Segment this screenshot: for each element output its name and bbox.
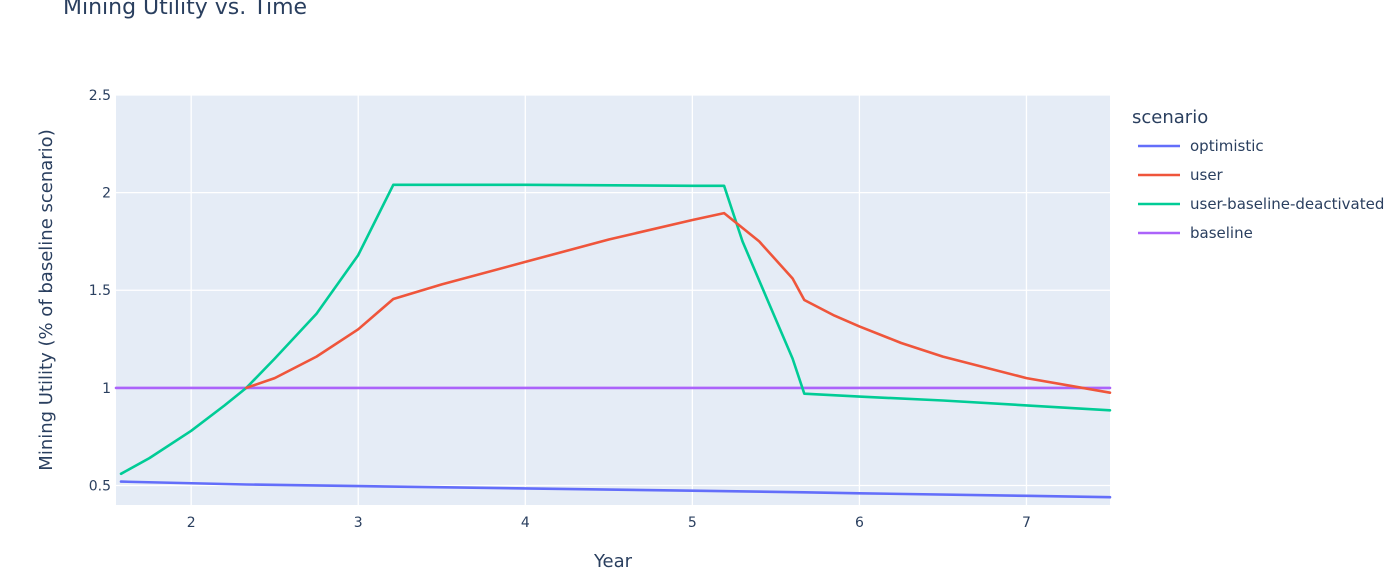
plot-area	[116, 95, 1110, 505]
legend-item-user-baseline-deactivated[interactable]: user-baseline-deactivated	[1138, 195, 1384, 213]
legend-item-baseline[interactable]: baseline	[1138, 224, 1253, 242]
legend-item-optimistic[interactable]: optimistic	[1138, 137, 1264, 155]
vertical-markers	[243, 95, 808, 505]
y-tick-label: 2	[102, 186, 111, 202]
legend-label: user-baseline-deactivated	[1190, 195, 1384, 213]
x-tick-label: 3	[354, 515, 363, 531]
chart-title: Mining Utility vs. Time	[63, 0, 308, 20]
legend[interactable]: scenario optimistic user user-baseline-dea…	[1132, 107, 1384, 242]
y-tick-label: 1.5	[89, 283, 111, 299]
x-tick-label: 7	[1022, 515, 1031, 531]
legend-title: scenario	[1132, 107, 1208, 128]
legend-item-user[interactable]: user	[1138, 166, 1224, 184]
legend-label: baseline	[1190, 224, 1253, 242]
y-axis-title: Mining Utility (% of baseline scenario)	[36, 129, 57, 470]
series-line-optimistic	[119, 480, 1112, 499]
y-tick-label: 2.5	[89, 88, 111, 104]
series-lines	[114, 183, 1112, 499]
x-tick-label: 5	[688, 515, 697, 531]
series-line-user-baseline-deactivated	[119, 183, 1112, 476]
y-tick-label: 0.5	[89, 478, 111, 494]
legend-label: user	[1190, 166, 1224, 184]
axis-ticks: 2 3 4 5 6 7 0.5 1 1.5 2 2.5	[89, 88, 1031, 531]
legend-label: optimistic	[1190, 137, 1264, 155]
x-tick-label: 4	[521, 515, 530, 531]
x-tick-label: 2	[187, 515, 196, 531]
y-tick-label: 1	[102, 381, 111, 397]
series-line-user	[245, 211, 1112, 395]
x-tick-label: 6	[855, 515, 864, 531]
x-axis-title: Year	[593, 551, 633, 572]
